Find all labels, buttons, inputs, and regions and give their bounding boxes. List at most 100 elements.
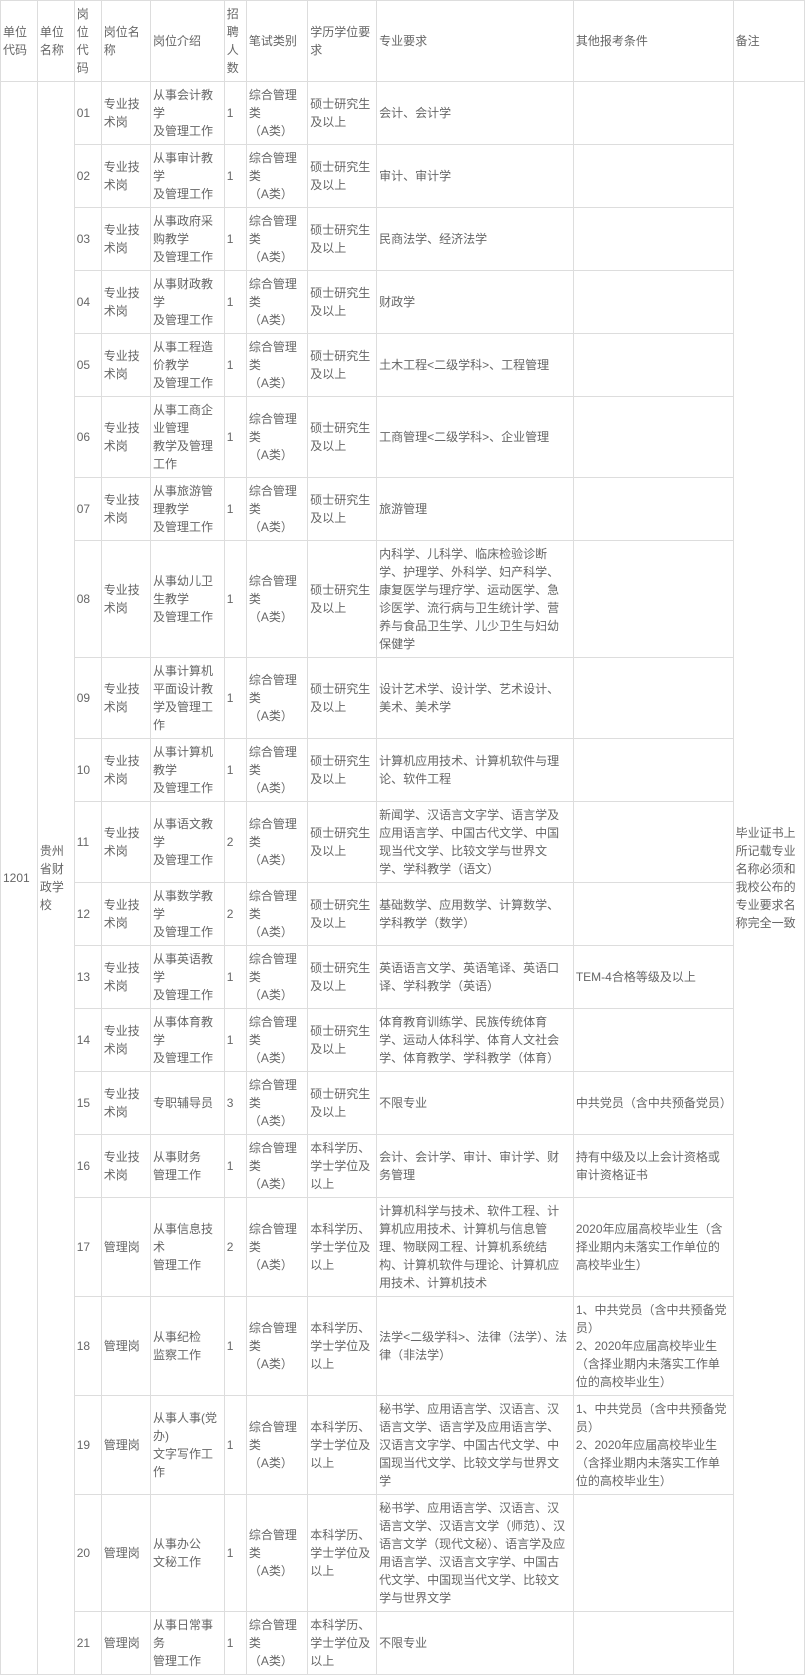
major-req: 民商法学、经济法学 [377,208,574,271]
other-req [573,82,733,145]
major-req: 体育教育训练学、民族传统体育学、运动人体科学、体育人文社会学、体育教学、学科教学… [377,1009,574,1072]
exam-type: 综合管理类 （A类） [246,1198,307,1297]
pos-name: 专业技术岗 [101,946,150,1009]
other-req [573,208,733,271]
table-row: 05专业技术岗从事工程造价教学 及管理工作1综合管理类 （A类）硕士研究生及以上… [1,334,805,397]
other-req: 持有中级及以上会计资格或审计资格证书 [573,1135,733,1198]
exam-type: 综合管理类 （A类） [246,82,307,145]
exam-type: 综合管理类 （A类） [246,658,307,739]
table-row: 17管理岗从事信息技术 管理工作2综合管理类 （A类）本科学历、学士学位及以上计… [1,1198,805,1297]
h-num: 招聘人数 [224,1,246,82]
pos-intro: 从事人事(党办) 文字写作工作 [150,1396,224,1495]
recruit-num: 1 [224,397,246,478]
table-row: 18管理岗从事纪检 监察工作1综合管理类 （A类）本科学历、学士学位及以上法学<… [1,1297,805,1396]
exam-type: 综合管理类 （A类） [246,1009,307,1072]
table-row: 11专业技术岗从事语文教学 及管理工作2综合管理类 （A类）硕士研究生及以上新闻… [1,802,805,883]
major-req: 会计、会计学、审计、审计学、财务管理 [377,1135,574,1198]
other-req [573,1495,733,1612]
pos-name: 管理岗 [101,1396,150,1495]
pos-name: 管理岗 [101,1297,150,1396]
recruit-num: 1 [224,1612,246,1675]
pos-name: 专业技术岗 [101,802,150,883]
pos-name: 专业技术岗 [101,1135,150,1198]
pos-intro: 从事幼儿卫生教学 及管理工作 [150,541,224,658]
pos-name: 专业技术岗 [101,145,150,208]
recruit-num: 2 [224,802,246,883]
other-req [573,145,733,208]
pos-intro: 从事纪检 监察工作 [150,1297,224,1396]
exam-type: 综合管理类 （A类） [246,1072,307,1135]
edu-req: 硕士研究生及以上 [308,334,377,397]
pos-intro: 从事审计教学 及管理工作 [150,145,224,208]
pos-code: 10 [74,739,101,802]
recruit-num: 1 [224,1009,246,1072]
pos-intro: 从事财务 管理工作 [150,1135,224,1198]
pos-intro: 从事计算机平面设计教学及管理工作 [150,658,224,739]
pos-name: 专业技术岗 [101,1072,150,1135]
table-row: 07专业技术岗从事旅游管理教学 及管理工作1综合管理类 （A类）硕士研究生及以上… [1,478,805,541]
other-req: 2020年应届高校毕业生（含择业期内未落实工作单位的高校毕业生） [573,1198,733,1297]
major-req: 不限专业 [377,1072,574,1135]
pos-code: 07 [74,478,101,541]
edu-req: 硕士研究生及以上 [308,271,377,334]
recruit-num: 1 [224,271,246,334]
pos-code: 18 [74,1297,101,1396]
other-req: TEM-4合格等级及以上 [573,946,733,1009]
h-other: 其他报考条件 [573,1,733,82]
h-pos-name: 岗位名称 [101,1,150,82]
pos-code: 06 [74,397,101,478]
recruit-num: 1 [224,334,246,397]
pos-code: 16 [74,1135,101,1198]
edu-req: 本科学历、学士学位及以上 [308,1495,377,1612]
exam-type: 综合管理类 （A类） [246,1612,307,1675]
other-req: 1、中共党员（含中共预备党员） 2、2020年应届高校毕业生（含择业期内未落实工… [573,1297,733,1396]
exam-type: 综合管理类 （A类） [246,541,307,658]
recruit-num: 1 [224,208,246,271]
edu-req: 硕士研究生及以上 [308,802,377,883]
exam-type: 综合管理类 （A类） [246,397,307,478]
recruit-num: 1 [224,541,246,658]
recruit-num: 1 [224,658,246,739]
pos-name: 专业技术岗 [101,658,150,739]
pos-code: 09 [74,658,101,739]
recruit-num: 3 [224,1072,246,1135]
table-row: 13专业技术岗从事英语教学 及管理工作1综合管理类 （A类）硕士研究生及以上英语… [1,946,805,1009]
major-req: 计算机应用技术、计算机软件与理论、软件工程 [377,739,574,802]
exam-type: 综合管理类 （A类） [246,208,307,271]
table-row: 09专业技术岗从事计算机平面设计教学及管理工作1综合管理类 （A类）硕士研究生及… [1,658,805,739]
table-row: 19管理岗从事人事(党办) 文字写作工作1综合管理类 （A类）本科学历、学士学位… [1,1396,805,1495]
pos-code: 19 [74,1396,101,1495]
major-req: 工商管理<二级学科>、企业管理 [377,397,574,478]
edu-req: 硕士研究生及以上 [308,208,377,271]
table-row: 06专业技术岗从事工商企业管理 教学及管理工作1综合管理类 （A类）硕士研究生及… [1,397,805,478]
pos-intro: 从事会计教学 及管理工作 [150,82,224,145]
pos-intro: 从事财政教学 及管理工作 [150,271,224,334]
pos-code: 05 [74,334,101,397]
other-req [573,883,733,946]
h-pos-code: 岗位代码 [74,1,101,82]
edu-req: 硕士研究生及以上 [308,397,377,478]
pos-name: 专业技术岗 [101,271,150,334]
major-req: 秘书学、应用语言学、汉语言、汉语言文学、语言学及应用语言学、汉语言文字学、中国古… [377,1396,574,1495]
unit-name: 贵州省财政学校 [37,82,74,1675]
recruit-num: 1 [224,1396,246,1495]
exam-type: 综合管理类 （A类） [246,271,307,334]
pos-name: 专业技术岗 [101,82,150,145]
exam-type: 综合管理类 （A类） [246,478,307,541]
table-row: 02专业技术岗从事审计教学 及管理工作1综合管理类 （A类）硕士研究生及以上审计… [1,145,805,208]
major-req: 计算机科学与技术、软件工程、计算机应用技术、计算机与信息管理、物联网工程、计算机… [377,1198,574,1297]
remark: 毕业证书上所记载专业名称必须和我校公布的专业要求名称完全一致 [733,82,804,1675]
pos-name: 专业技术岗 [101,541,150,658]
table-body: 1201贵州省财政学校01专业技术岗从事会计教学 及管理工作1综合管理类 （A类… [1,82,805,1675]
major-req: 秘书学、应用语言学、汉语言、汉语言文学、汉语言文学（师范）、汉语言文学（现代文秘… [377,1495,574,1612]
exam-type: 综合管理类 （A类） [246,1396,307,1495]
edu-req: 本科学历、学士学位及以上 [308,1612,377,1675]
pos-intro: 从事旅游管理教学 及管理工作 [150,478,224,541]
pos-code: 03 [74,208,101,271]
other-req [573,802,733,883]
edu-req: 硕士研究生及以上 [308,1072,377,1135]
pos-intro: 从事语文教学 及管理工作 [150,802,224,883]
other-req [573,334,733,397]
pos-code: 14 [74,1009,101,1072]
other-req: 中共党员（含中共预备党员） [573,1072,733,1135]
